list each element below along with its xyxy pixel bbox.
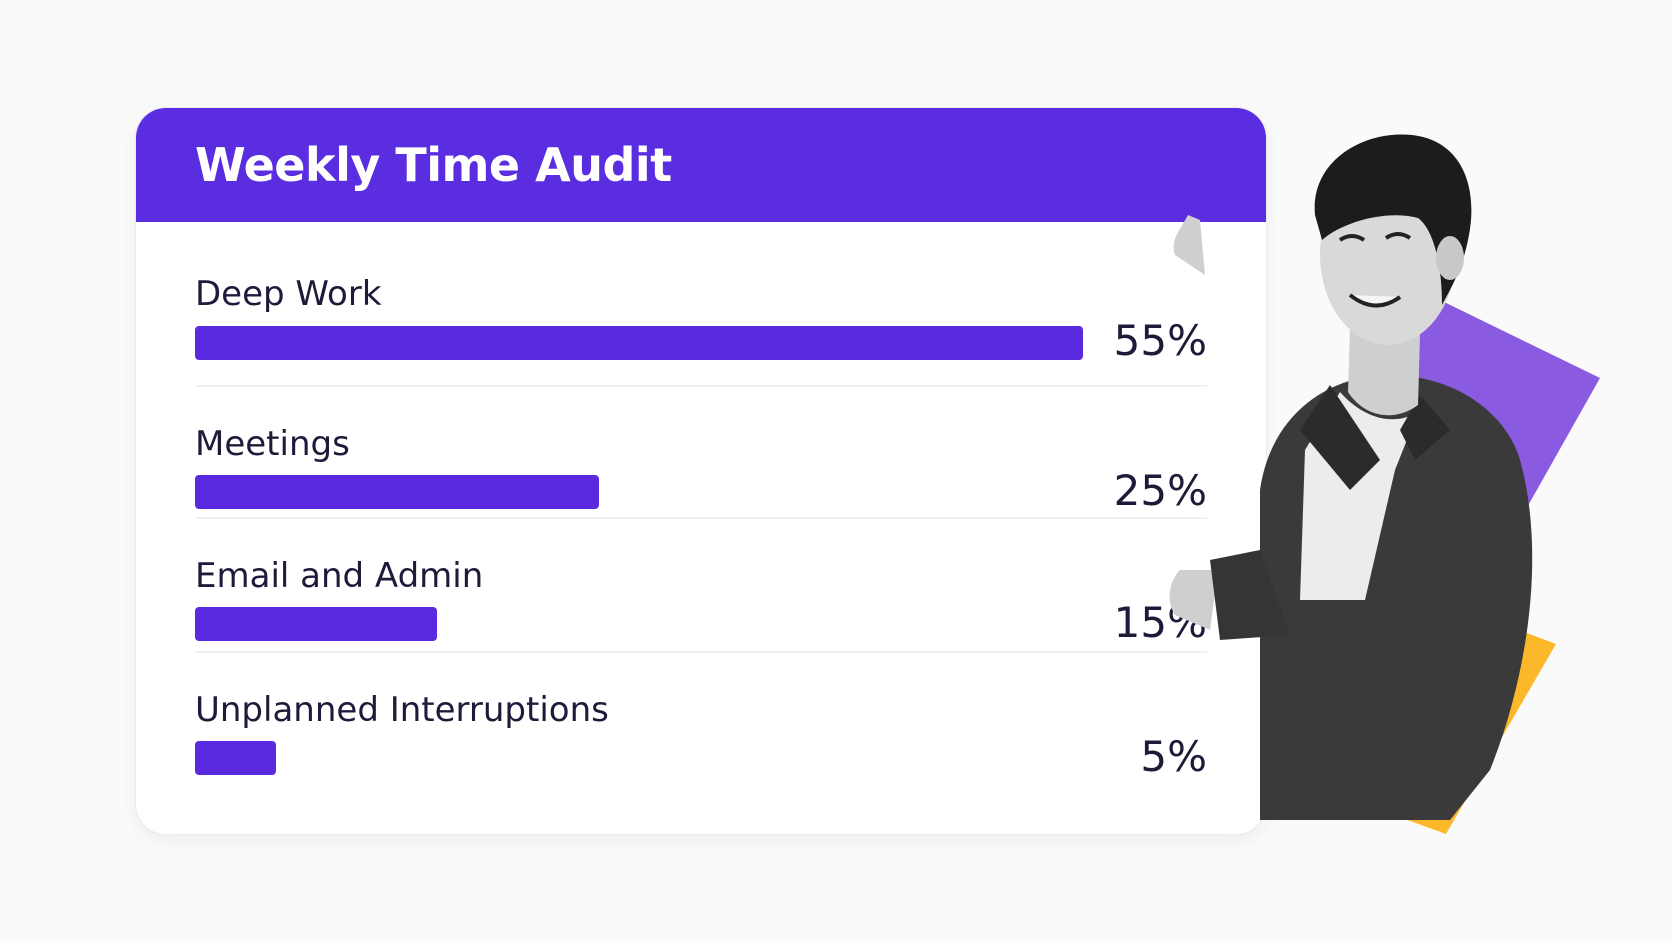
chart-title: Weekly Time Audit — [195, 138, 672, 192]
bar-row: Unplanned Interruptions 5% — [195, 653, 1207, 801]
bar — [195, 475, 599, 509]
bar-row: Meetings 25% — [195, 387, 1207, 519]
eyes — [1338, 232, 1412, 242]
bar-value-label: 55% — [1113, 316, 1207, 365]
person-photo-icon — [1169, 134, 1533, 820]
neck — [1348, 330, 1420, 416]
bar — [195, 607, 437, 641]
hair — [1314, 134, 1472, 305]
lower-hand — [1169, 570, 1218, 630]
bar-value-label: 5% — [1140, 732, 1207, 781]
bar-track — [195, 326, 1083, 360]
sleeve — [1210, 550, 1290, 640]
bar-row: Deep Work 55% — [195, 222, 1207, 387]
bar-label: Email and Admin — [195, 556, 484, 596]
time-audit-card: Weekly Time Audit Deep Work 55% Meetings 25… — [136, 108, 1266, 834]
bar-track — [195, 741, 1083, 775]
bar-value-label: 25% — [1113, 466, 1207, 515]
bar-label: Unplanned Interruptions — [195, 690, 609, 730]
bar-track — [195, 475, 1083, 509]
bar — [195, 326, 1083, 360]
ear — [1436, 236, 1464, 280]
bar-row: Email and Admin 15% — [195, 519, 1207, 653]
card-header: Weekly Time Audit — [136, 108, 1266, 222]
bar-list: Deep Work 55% Meetings 25% Email and Admin 15… — [136, 222, 1266, 801]
bar-track — [195, 607, 1083, 641]
bar — [195, 741, 276, 775]
upper-hand — [1173, 215, 1205, 275]
bar-label: Deep Work — [195, 274, 382, 314]
bar-label: Meetings — [195, 424, 350, 464]
collar — [1300, 385, 1450, 490]
smile — [1348, 293, 1402, 308]
